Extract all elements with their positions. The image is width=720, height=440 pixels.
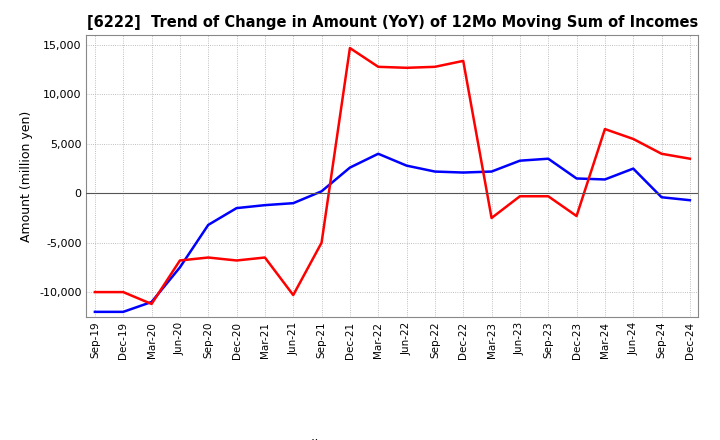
Ordinary Income <box>685 198 694 203</box>
Net Income <box>516 194 524 199</box>
Net Income <box>346 45 354 51</box>
Net Income <box>261 255 269 260</box>
Net Income <box>402 65 411 70</box>
Ordinary Income <box>261 202 269 208</box>
Ordinary Income <box>431 169 439 174</box>
Net Income <box>431 64 439 70</box>
Net Income <box>374 64 382 70</box>
Net Income <box>657 151 666 156</box>
Ordinary Income <box>318 189 326 194</box>
Net Income <box>204 255 212 260</box>
Ordinary Income <box>629 166 637 171</box>
Ordinary Income <box>289 201 297 206</box>
Net Income <box>148 301 156 307</box>
Net Income <box>233 258 241 263</box>
Ordinary Income <box>657 194 666 200</box>
Title: [6222]  Trend of Change in Amount (YoY) of 12Mo Moving Sum of Incomes: [6222] Trend of Change in Amount (YoY) o… <box>87 15 698 30</box>
Net Income <box>544 194 552 199</box>
Net Income <box>318 240 326 246</box>
Ordinary Income <box>233 205 241 211</box>
Legend: Ordinary Income, Net Income: Ordinary Income, Net Income <box>246 434 539 440</box>
Line: Net Income: Net Income <box>95 48 690 304</box>
Ordinary Income <box>204 222 212 227</box>
Net Income <box>600 126 609 132</box>
Ordinary Income <box>544 156 552 161</box>
Ordinary Income <box>516 158 524 163</box>
Net Income <box>289 293 297 298</box>
Net Income <box>487 215 496 220</box>
Ordinary Income <box>176 265 184 270</box>
Ordinary Income <box>374 151 382 156</box>
Ordinary Income <box>119 309 127 315</box>
Net Income <box>91 290 99 295</box>
Net Income <box>119 290 127 295</box>
Ordinary Income <box>402 163 411 168</box>
Net Income <box>629 136 637 142</box>
Net Income <box>176 258 184 263</box>
Ordinary Income <box>91 309 99 315</box>
Ordinary Income <box>346 165 354 170</box>
Ordinary Income <box>600 177 609 182</box>
Net Income <box>572 213 581 219</box>
Net Income <box>459 58 467 63</box>
Net Income <box>685 156 694 161</box>
Ordinary Income <box>487 169 496 174</box>
Y-axis label: Amount (million yen): Amount (million yen) <box>20 110 34 242</box>
Ordinary Income <box>148 299 156 304</box>
Line: Ordinary Income: Ordinary Income <box>95 154 690 312</box>
Ordinary Income <box>572 176 581 181</box>
Ordinary Income <box>459 170 467 175</box>
